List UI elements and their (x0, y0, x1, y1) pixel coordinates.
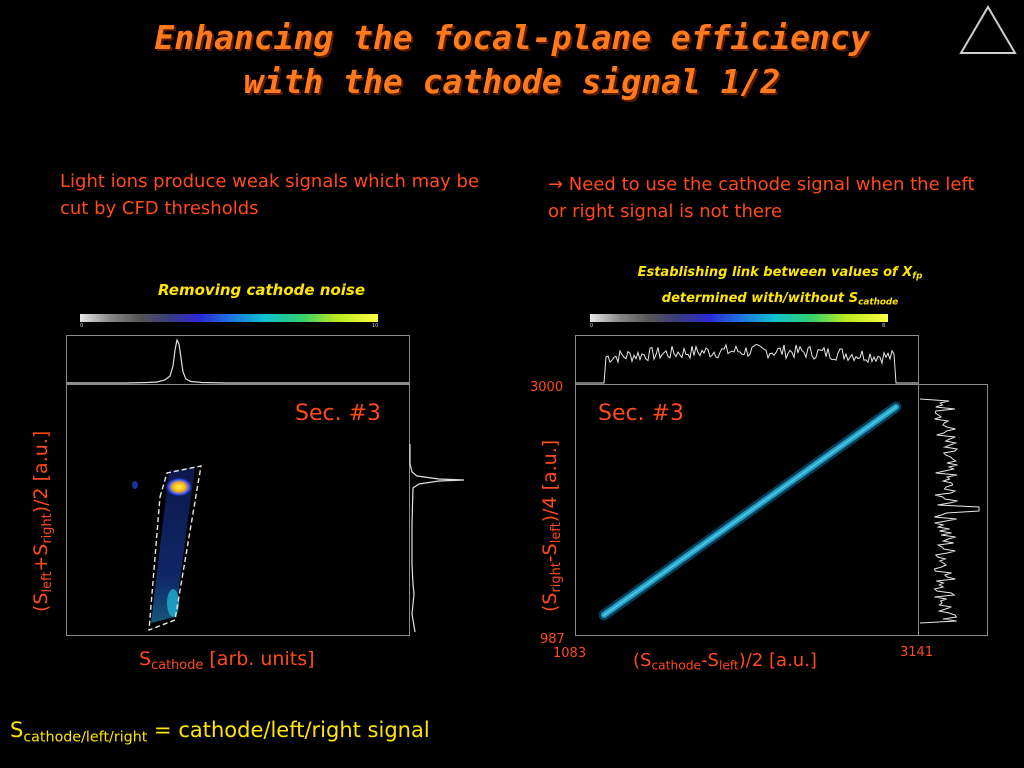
right-scatter-plot: Sec. #3 (575, 384, 919, 636)
right-caption-line1: Establishing link between values of Xfp (560, 262, 1000, 288)
right-top-projection-svg (576, 343, 918, 384)
left-colorbar-max: 10 (372, 323, 379, 329)
left-top-projection (66, 335, 410, 385)
left-ylabel-sub2: right (39, 513, 55, 544)
left-y-axis-label: (Sleft+Sright)/2 [a.u.] (30, 431, 55, 612)
left-x-axis-label: Scathode [arb. units] (139, 648, 315, 673)
title-line-1: Enhancing the focal-plane efficiency (154, 18, 870, 57)
right-ylabel-post: )/4 [a.u.] (539, 439, 561, 523)
left-colorbar: 0 10 (80, 314, 378, 332)
right-caption-line1-text: Establishing link between values of X (637, 265, 913, 280)
right-right-projection-svg (919, 398, 980, 624)
right-colorbar-min: 0 (590, 323, 594, 329)
right-caption-sub2: cathode (858, 297, 899, 308)
right-panel-caption: Establishing link between values of Xfp … (560, 262, 1000, 313)
footer-subscript: cathode/left/right (23, 729, 148, 746)
left-ylabel-pre: (S (30, 592, 52, 612)
left-ylabel-post: )/2 [a.u.] (30, 430, 52, 514)
left-ylabel-sub1: left (39, 571, 55, 593)
right-x-right-value: 3141 (900, 645, 934, 660)
right-caption-line2-text: determined with/without S (661, 290, 859, 306)
left-scatter-plot: Sec. #3 (66, 384, 410, 636)
left-xlabel-sub: cathode (151, 657, 204, 673)
slide-title: Enhancing the focal-plane efficiency wit… (0, 16, 1024, 104)
right-top-projection (575, 335, 919, 385)
title-line-2: with the cathode signal 1/2 (243, 62, 781, 101)
right-xlabel-sub1: cathode (651, 658, 702, 673)
right-x-left-value: 1083 (553, 646, 587, 661)
right-description-text: → Need to use the cathode signal when th… (548, 174, 975, 222)
right-x-axis-label: (Scathode-Sleft)/2 [a.u.] (633, 650, 817, 673)
left-ylabel-mid: +S (30, 543, 52, 572)
triangle-nav-icon[interactable] (958, 4, 1018, 56)
right-y-top-value: 3000 (530, 380, 564, 395)
left-sector-label: Sec. #3 (295, 401, 382, 426)
right-colorbar-max: 8 (882, 323, 886, 329)
left-xlabel-sym: S (139, 648, 152, 670)
right-ylabel-mid: -S (539, 543, 561, 563)
right-xlabel-pre: (S (633, 650, 652, 671)
right-y-axis-label: (Sright-Sleft)/4 [a.u.] (539, 440, 564, 612)
right-ylabel-pre: (S (539, 592, 561, 612)
footer-text: = cathode/left/right signal (147, 718, 430, 742)
right-caption-line2: determined with/without Scathode (560, 288, 1000, 314)
right-xlabel-sub2: left (718, 658, 739, 673)
right-colorbar: 0 8 (590, 314, 888, 332)
right-ylabel-sub2: left (548, 522, 564, 544)
right-scatter-svg (598, 401, 902, 621)
footer-symbol: S (10, 718, 24, 742)
right-sector-label: Sec. #3 (598, 401, 685, 426)
right-xlabel-mid: -S (701, 650, 719, 671)
left-xlabel-post: [arb. units] (203, 648, 315, 670)
right-y-bottom-value: 987 (540, 632, 565, 647)
left-scatter-svg (132, 465, 202, 632)
footer-definition: Scathode/left/right = cathode/left/right… (10, 718, 430, 745)
left-description-text: Light ions produce weak signals which ma… (60, 171, 480, 219)
right-right-projection (918, 384, 988, 636)
right-caption-sub1: fp (912, 271, 923, 282)
right-ylabel-sub1: right (548, 562, 564, 593)
left-right-projection (409, 384, 467, 636)
left-panel-caption: Removing cathode noise (158, 281, 365, 299)
right-xlabel-post: )/2 [a.u.] (738, 650, 817, 671)
left-colorbar-min: 0 (80, 323, 84, 329)
